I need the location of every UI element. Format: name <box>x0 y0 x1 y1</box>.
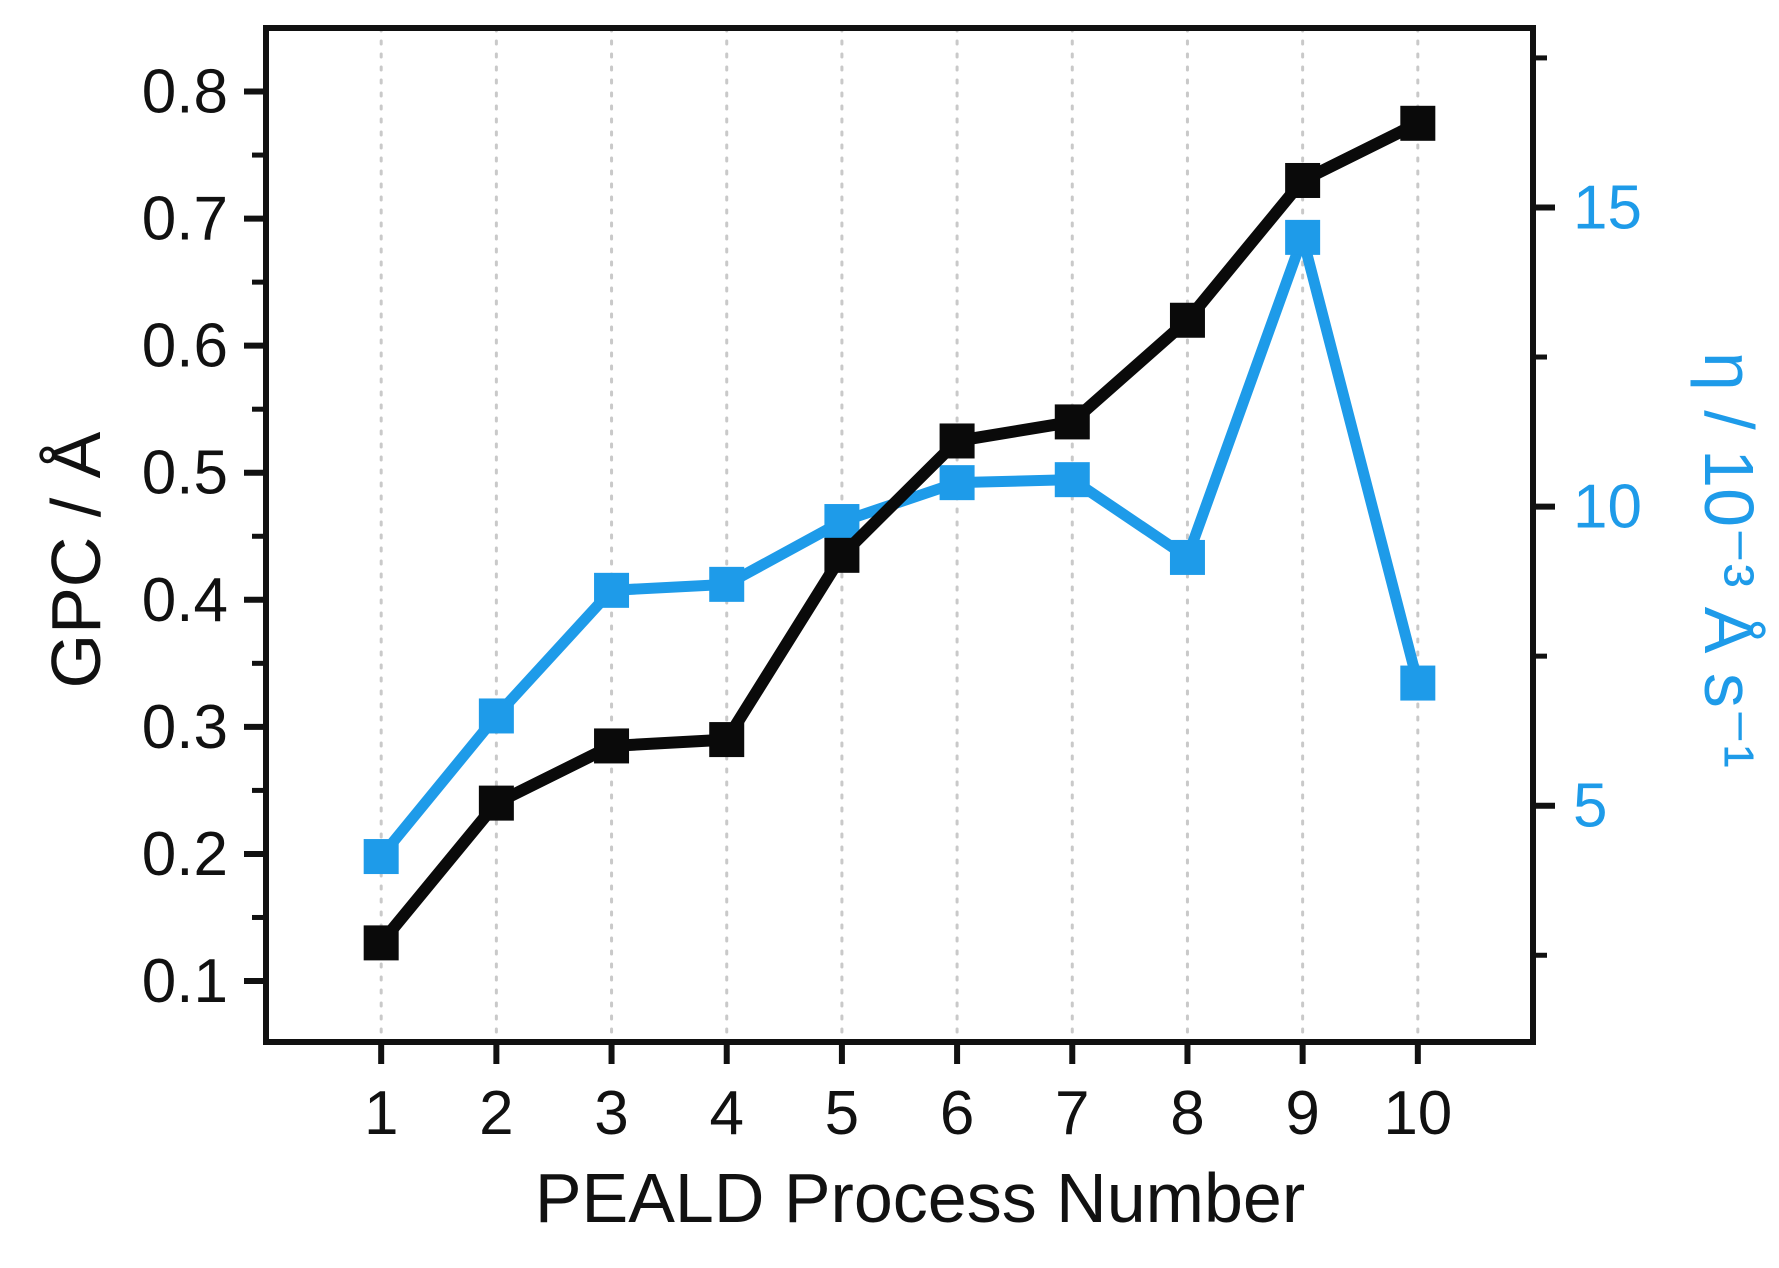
x-axis-title: PEALD Process Number <box>535 1159 1305 1237</box>
left-tick-label: 0.6 <box>142 312 228 381</box>
GPC-marker <box>1054 404 1090 440</box>
left-tick-label: 0.3 <box>142 693 228 762</box>
x-tick-label: 3 <box>594 1079 628 1148</box>
eta-marker <box>1054 462 1090 498</box>
GPC-marker <box>363 925 399 961</box>
GPC-line <box>375 117 1424 949</box>
eta-marker <box>1400 665 1436 701</box>
GPC-marker <box>939 423 975 459</box>
GPC-marker <box>709 722 745 758</box>
eta-marker <box>709 566 745 602</box>
plot-frame <box>263 25 1536 1045</box>
GPC-marker <box>1285 162 1321 198</box>
x-tick-label: 2 <box>479 1079 513 1148</box>
eta-marker <box>594 572 630 608</box>
left-axis-title: GPC / Å <box>37 431 115 688</box>
right-tick-label: 10 <box>1573 473 1642 542</box>
eta-line <box>375 231 1424 863</box>
GPC-marker <box>594 728 630 764</box>
left-tick-label: 0.8 <box>142 58 228 127</box>
grid-layer <box>379 26 1420 1044</box>
GPC-marker <box>824 537 860 573</box>
GPC-marker <box>478 785 514 821</box>
eta-marker <box>1169 539 1205 575</box>
series-layer <box>363 105 1436 961</box>
eta-marker <box>478 698 514 734</box>
left-tick-label: 0.7 <box>142 185 228 254</box>
eta-marker <box>1285 219 1321 255</box>
x-tick-label: 1 <box>364 1079 398 1148</box>
right-tick-label: 5 <box>1573 772 1607 841</box>
x-tick-label: 9 <box>1285 1079 1319 1148</box>
x-tick-label: 10 <box>1383 1079 1452 1148</box>
x-tick-label: 5 <box>825 1079 859 1148</box>
left-tick-label: 0.5 <box>142 439 228 508</box>
left-tick-label: 0.2 <box>142 820 228 889</box>
x-tick-label: 8 <box>1170 1079 1204 1148</box>
left-tick-label: 0.4 <box>142 566 228 635</box>
eta-marker <box>939 465 975 501</box>
eta-marker <box>363 839 399 875</box>
right-tick-label: 15 <box>1573 173 1642 242</box>
x-tick-label: 6 <box>940 1079 974 1148</box>
GPC-marker <box>1169 302 1205 338</box>
x-tick-label: 4 <box>709 1079 743 1148</box>
left-tick-label: 0.1 <box>142 947 228 1016</box>
axes-layer: 0.1 0.2 0.3 0.4 0.5 0.6 0.7 0.8 5 10 15 1 2 3 4 5 6 7 8 9 10 <box>142 25 1642 1148</box>
eta-marker <box>824 504 860 540</box>
right-axis-title: η / 10⁻³ Å s⁻¹ <box>1690 352 1768 768</box>
x-tick-label: 7 <box>1055 1079 1089 1148</box>
GPC-marker <box>1400 105 1436 141</box>
